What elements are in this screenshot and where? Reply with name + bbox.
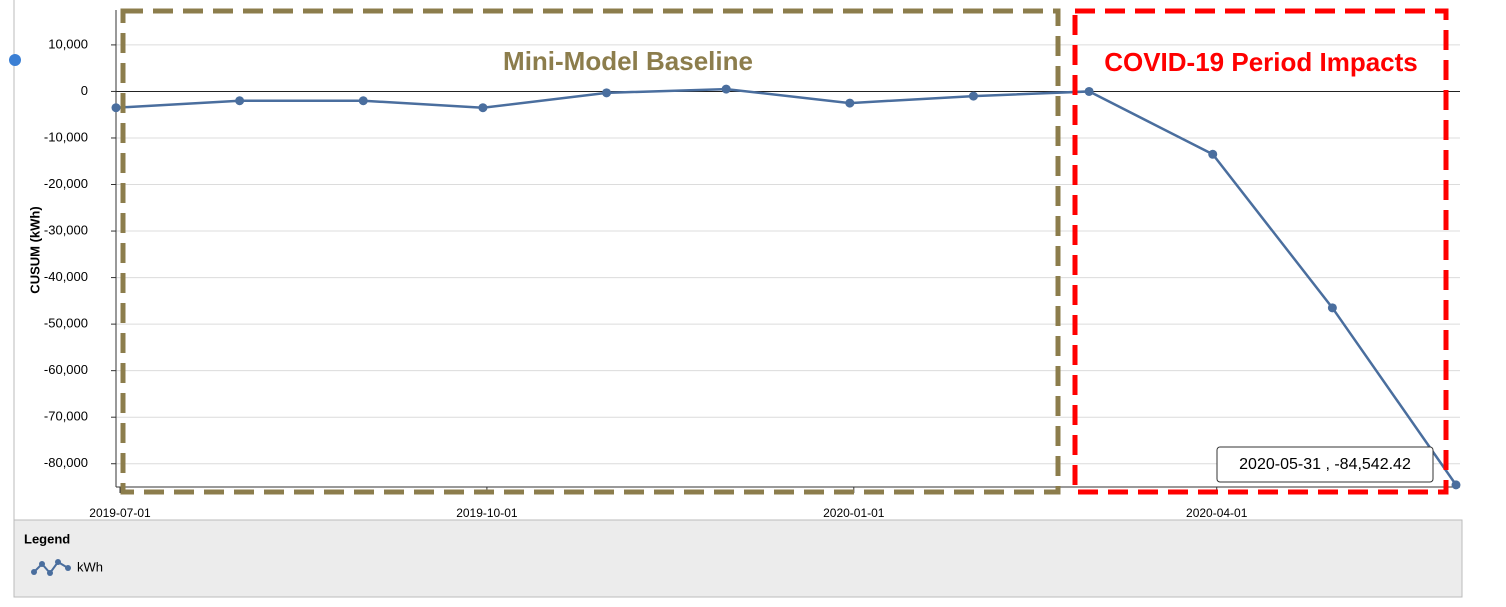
y-tick-label: -60,000 — [44, 362, 88, 377]
data-point — [1208, 149, 1218, 159]
y-tick-label: -30,000 — [44, 222, 88, 237]
x-tick-label: 2019-10-01 — [456, 506, 518, 520]
legend-icon-dot — [39, 561, 45, 567]
y-axis-label: CUSUM (kWh) — [27, 206, 42, 293]
data-point — [478, 103, 488, 113]
data-point — [845, 98, 855, 108]
data-point — [111, 103, 121, 113]
tooltip-text: 2020-05-31 , -84,542.42 — [1239, 456, 1411, 473]
legend-icon-dot — [31, 569, 37, 575]
data-point — [235, 96, 245, 106]
expand-icon[interactable] — [9, 54, 21, 66]
covid-box — [1072, 8, 1449, 495]
legend-label: kWh — [77, 559, 103, 574]
data-point — [721, 84, 731, 94]
y-tick-label: -50,000 — [44, 316, 88, 331]
y-tick-label: -80,000 — [44, 455, 88, 470]
y-tick-label: -20,000 — [44, 176, 88, 191]
data-point — [1451, 480, 1461, 490]
data-point — [358, 96, 368, 106]
x-tick-label: 2019-07-01 — [89, 506, 151, 520]
legend-icon-dot — [47, 570, 53, 576]
x-tick-label: 2020-01-01 — [823, 506, 885, 520]
legend-icon-dot — [65, 565, 71, 571]
y-tick-label: -10,000 — [44, 129, 88, 144]
legend-title: Legend — [24, 531, 70, 546]
baseline-label: Mini-Model Baseline — [503, 46, 753, 76]
legend-panel — [13, 519, 1463, 598]
series-line — [115, 87, 1458, 486]
y-tick-label: -40,000 — [44, 269, 88, 284]
y-tick-label: 0 — [81, 83, 88, 98]
legend: kWh — [31, 559, 103, 576]
legend-icon-dot — [55, 559, 61, 565]
x-tick-label: 2020-04-01 — [1186, 506, 1248, 520]
y-tick-label: 10,000 — [48, 36, 88, 51]
data-point — [968, 91, 978, 101]
tooltip-box — [1216, 446, 1434, 483]
data-point — [1327, 303, 1337, 313]
covid-label: COVID-19 Period Impacts — [1104, 47, 1418, 77]
y-tick-label: -70,000 — [44, 409, 88, 424]
data-point — [602, 88, 612, 98]
plot-area: 10,000 0 -10,000 -20,000 -30,000 -40,000 -50,0… — [44, 10, 1461, 520]
data-point — [1084, 86, 1094, 96]
baseline-box — [120, 8, 1061, 495]
